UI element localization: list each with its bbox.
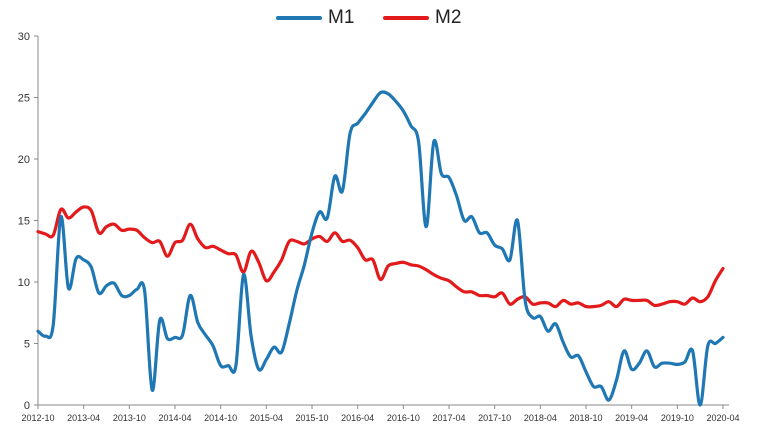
x-tick-label: 2016-04 <box>341 413 374 423</box>
x-tick-label: 2018-10 <box>569 413 602 423</box>
x-tick-label: 2012-10 <box>21 413 54 423</box>
legend-item-m1: M1 <box>276 4 354 32</box>
x-tick-label: 2013-04 <box>67 413 100 423</box>
x-tick-label: 2019-10 <box>661 413 694 423</box>
x-tick-label: 2019-04 <box>615 413 648 423</box>
x-tick-label: 2013-10 <box>113 413 146 423</box>
legend-swatch-m1 <box>276 16 322 20</box>
legend: M1 M2 <box>0 4 760 32</box>
legend-label-m2: M2 <box>435 7 462 28</box>
y-tick-label: 5 <box>24 339 30 351</box>
series-line-m2 <box>36 205 725 309</box>
series-line-m1 <box>36 90 725 407</box>
legend-label-m1: M1 <box>328 7 355 28</box>
y-tick-label: 30 <box>18 31 30 43</box>
x-tick-label: 2014-10 <box>204 413 237 423</box>
x-tick-label: 2020-04 <box>706 413 739 423</box>
x-tick-label: 2015-04 <box>250 413 283 423</box>
y-tick-label: 10 <box>18 277 30 289</box>
x-tick-label: 2017-10 <box>478 413 511 423</box>
legend-swatch-m2 <box>383 16 429 20</box>
legend-item-m2: M2 <box>383 4 461 32</box>
x-tick-label: 2014-04 <box>158 413 191 423</box>
y-tick-label: 25 <box>18 93 30 105</box>
x-tick-label: 2017-04 <box>432 413 465 423</box>
x-tick-label: 2016-10 <box>387 413 420 423</box>
y-tick-label: 15 <box>18 216 30 228</box>
x-tick-label: 2018-04 <box>524 413 557 423</box>
y-tick-label: 20 <box>18 154 30 166</box>
x-tick-label: 2015-10 <box>295 413 328 423</box>
y-tick-label: 0 <box>24 400 30 412</box>
